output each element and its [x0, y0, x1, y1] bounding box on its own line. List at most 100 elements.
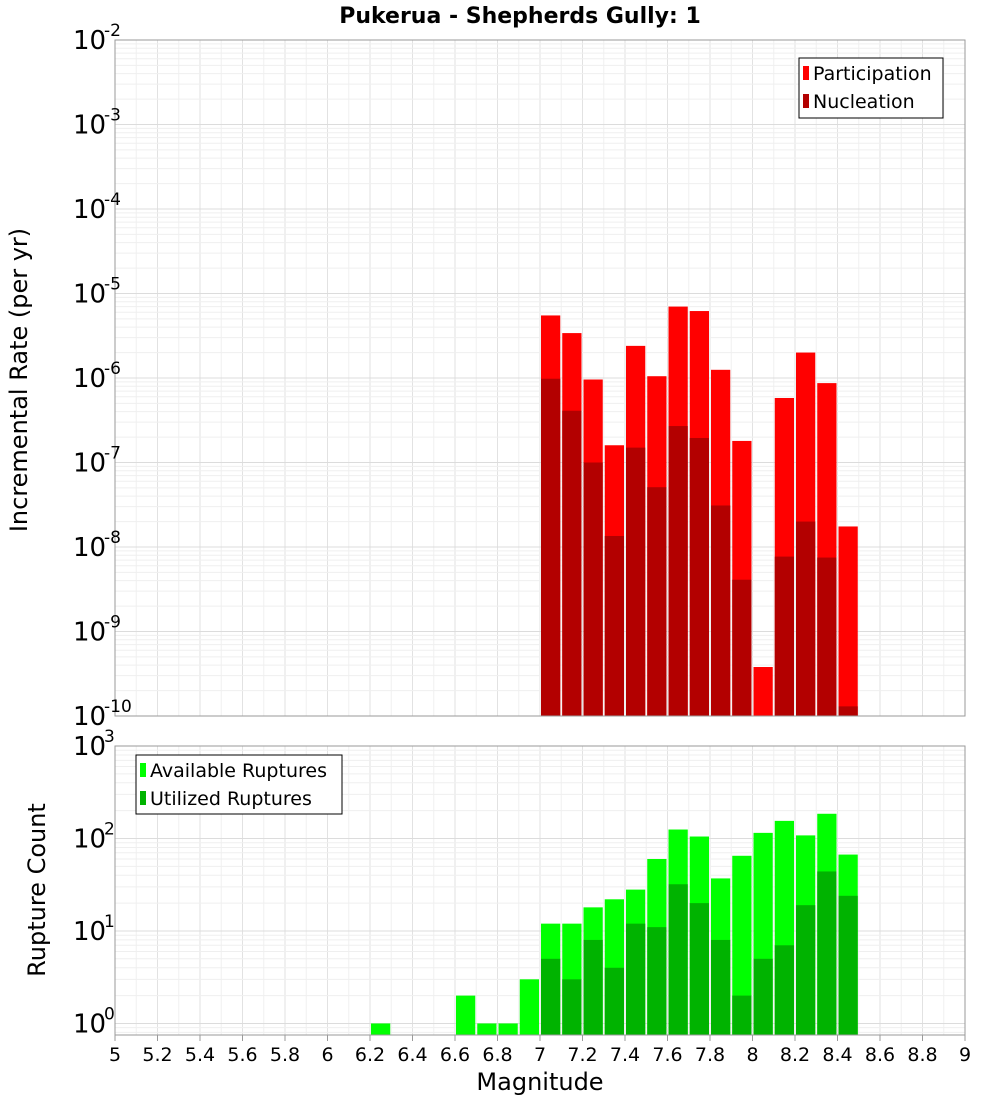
count-y-tick-exponent: 3: [104, 727, 115, 747]
x-tick-label: 7: [534, 1044, 546, 1066]
count-y-tick-label: 100: [73, 1004, 115, 1039]
count-y-tick-label: 101: [73, 912, 115, 947]
rate-y-tick-exponent: -5: [104, 275, 121, 295]
rate-y-tick-base: 10: [73, 364, 106, 394]
rate-y-tick-label: 10-4: [73, 190, 121, 225]
available-swatch: [140, 763, 146, 777]
count-bar-inner: [583, 939, 603, 1035]
utilized-legend-label: Utilized Ruptures: [150, 788, 312, 810]
rate-y-tick-exponent: -6: [104, 359, 121, 379]
x-tick-label: 5.6: [227, 1044, 257, 1066]
rate-y-tick-exponent: -4: [104, 190, 121, 210]
participation-legend-label: Participation: [813, 63, 932, 85]
x-tick-label: 6.4: [397, 1044, 427, 1066]
rate-y-tick-label: 10-8: [73, 528, 121, 563]
rate-y-tick-base: 10: [73, 618, 106, 648]
count-bar-inner: [774, 945, 794, 1035]
count-bar-outer: [456, 995, 476, 1035]
count-bar-outer: [477, 1023, 497, 1035]
rate-bar-inner: [711, 505, 731, 716]
x-tick-label: 8.4: [822, 1044, 852, 1066]
x-tick-label: 6.8: [482, 1044, 512, 1066]
rate-y-tick-base: 10: [73, 111, 106, 141]
rate-y-tick-exponent: -10: [104, 697, 132, 717]
count-legend-box: [135, 754, 343, 815]
rate-bar-inner: [604, 535, 624, 716]
rate-y-tick-base: 10: [73, 195, 106, 225]
utilized-swatch: [140, 791, 146, 805]
rate-y-tick-base: 10: [73, 533, 106, 563]
chart-title: Pukerua - Shepherds Gully: 1: [339, 4, 701, 29]
x-axis-label: Magnitude: [476, 1068, 603, 1096]
rate-y-tick-exponent: -7: [104, 444, 121, 464]
x-tick-label: 8.2: [780, 1044, 810, 1066]
count-y-tick-exponent: 0: [104, 1004, 115, 1024]
x-tick-label: 7.6: [652, 1044, 682, 1066]
count-bar-inner: [562, 979, 582, 1035]
rate-bar-inner: [626, 447, 646, 716]
rate-y-tick-label: 10-2: [73, 21, 121, 56]
count-y-tick-label: 102: [73, 819, 115, 854]
rate-bar-inner: [774, 556, 794, 716]
rate-y-tick-label: 10-5: [73, 275, 121, 310]
nucleation-legend-label: Nucleation: [813, 91, 915, 113]
rate-bar-outer: [838, 526, 858, 716]
x-tick-label: 9: [959, 1044, 971, 1066]
count-bar-inner: [604, 967, 624, 1035]
rate-bar-inner: [562, 410, 582, 716]
count-y-tick-exponent: 2: [104, 819, 115, 839]
x-tick-label: 6.2: [355, 1044, 385, 1066]
rate-y-tick-label: 10-6: [73, 359, 121, 394]
rate-legend-box: [798, 57, 944, 119]
count-y-tick-label: 103: [73, 727, 115, 762]
participation-swatch: [803, 66, 809, 80]
rate-y-tick-base: 10: [73, 702, 106, 732]
count-bar-outer: [371, 1023, 391, 1035]
count-bar-inner: [541, 958, 561, 1035]
rate-y-axis-label: Incremental Rate (per yr): [5, 228, 33, 532]
rate-plot-frame: [114, 39, 966, 717]
rate-bar-inner: [838, 706, 858, 716]
count-bar-outer: [732, 855, 752, 1035]
x-tick-label: 8.8: [907, 1044, 937, 1066]
x-tick-label: 6.6: [440, 1044, 470, 1066]
rate-bar-inner: [817, 557, 837, 716]
x-tick-label: 8: [746, 1044, 758, 1066]
x-tick-label: 5.8: [270, 1044, 300, 1066]
rate-bar-inner: [732, 579, 752, 716]
count-bar-inner: [753, 958, 773, 1035]
rate-y-tick-base: 10: [73, 449, 106, 479]
rate-plot-bars: [541, 306, 858, 716]
x-tick-label: 6: [321, 1044, 333, 1066]
rate-y-tick-exponent: -3: [104, 106, 121, 126]
rate-y-tick-label: 10-10: [73, 697, 132, 732]
count-bar-outer: [498, 1023, 518, 1035]
count-bar-inner: [668, 884, 688, 1035]
rate-y-tick-exponent: -2: [104, 21, 121, 41]
rate-bar-inner: [668, 426, 688, 716]
x-tick-label: 7.8: [695, 1044, 725, 1066]
count-y-axis-label: Rupture Count: [23, 803, 51, 977]
count-bar-inner: [689, 903, 709, 1035]
rate-bar-inner: [583, 462, 603, 716]
rate-y-tick-exponent: -9: [104, 613, 121, 633]
x-tick-label: 5: [109, 1044, 121, 1066]
rate-bar-inner: [796, 521, 816, 716]
x-tick-label: 7.4: [610, 1044, 640, 1066]
rate-legend: Participation Nucleation: [798, 57, 944, 119]
rate-plot-grid: [114, 39, 966, 717]
rate-y-tick-base: 10: [73, 26, 106, 56]
rate-y-tick-label: 10-3: [73, 106, 121, 141]
rate-bar-outer: [753, 667, 773, 716]
nucleation-swatch: [803, 94, 809, 108]
x-tick-label: 7.2: [567, 1044, 597, 1066]
count-legend: Available Ruptures Utilized Ruptures: [135, 754, 343, 815]
count-plot-bars: [371, 813, 858, 1035]
count-y-tick-base: 10: [73, 824, 106, 854]
count-y-tick-base: 10: [73, 1009, 106, 1039]
rate-bar-inner: [541, 378, 561, 716]
